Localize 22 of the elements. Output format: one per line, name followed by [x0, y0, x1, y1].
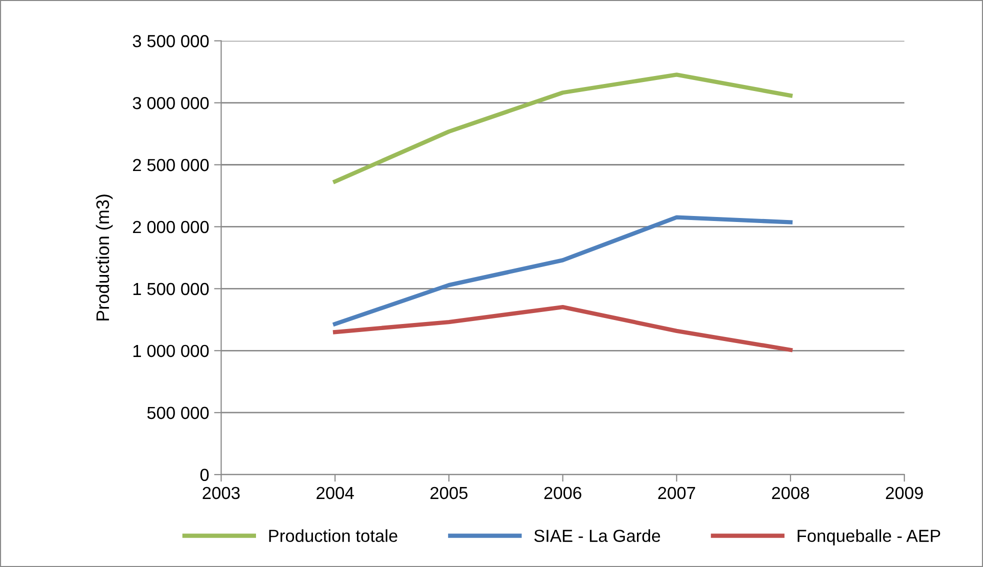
x-tick-label: 2008	[772, 486, 810, 500]
line-series	[332, 304, 793, 352]
x-tick-label: 2009	[886, 486, 923, 500]
legend-label: Production totale	[269, 529, 398, 542]
y-tick-label: 3 000 000	[132, 96, 209, 110]
legend-label: Fonqueballe - AEP	[798, 529, 940, 546]
x-tick-label: 2007	[658, 486, 696, 500]
legend-label: SIAE - La Garde	[534, 529, 660, 542]
y-tick-label: 0	[200, 468, 209, 482]
y-tick-label: 2 000 000	[133, 220, 209, 234]
x-tick-label: 2006	[544, 486, 582, 500]
line-series	[332, 72, 793, 184]
y-tick-label: 3 500 000	[132, 34, 209, 48]
y-tick-label: 2 500 000	[133, 158, 209, 172]
y-axis-title: Production (m3)	[96, 194, 113, 320]
x-tick-label: 2004	[316, 486, 354, 500]
line-series	[332, 215, 793, 326]
x-tick-label: 2005	[430, 486, 468, 500]
y-tick-label: 500 000	[147, 406, 209, 420]
y-tick-label: 1 000 000	[133, 344, 209, 358]
y-tick-label: 1 500 000	[133, 282, 209, 296]
x-tick-label: 2003	[202, 486, 240, 500]
